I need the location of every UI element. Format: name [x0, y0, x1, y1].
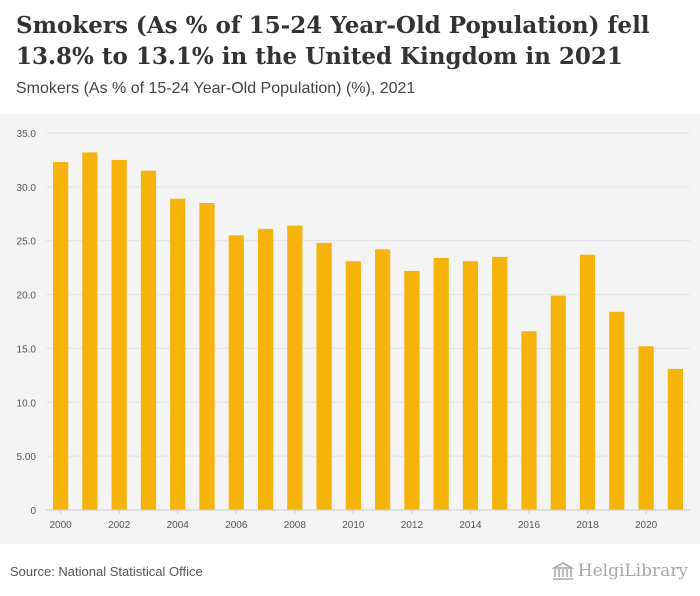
bar-2019 [609, 311, 625, 510]
x-tick-label: 2000 [50, 520, 73, 531]
x-tick-label: 2002 [108, 520, 131, 531]
x-tick-label: 2010 [342, 520, 365, 531]
logo-text: HelgiLibrary [577, 561, 688, 581]
y-tick-label: 30.0 [17, 183, 37, 194]
x-tick-label: 2018 [576, 520, 599, 531]
y-tick-label: 15.0 [17, 344, 37, 355]
x-tick-label: 2016 [518, 520, 541, 531]
bar-2020 [638, 346, 654, 510]
x-tick-label: 2004 [167, 520, 190, 531]
y-tick-label: 0 [30, 506, 36, 517]
bar-2014 [462, 261, 479, 510]
bar-2021 [667, 368, 683, 510]
bar-2004 [170, 198, 186, 510]
bar-2001 [82, 152, 98, 510]
bar-2009 [316, 242, 332, 510]
bar-2006 [228, 235, 244, 510]
x-tick-label: 2014 [459, 520, 482, 531]
bar-2002 [111, 159, 127, 510]
bar-2012 [404, 270, 420, 510]
bar-2008 [287, 225, 303, 510]
chart-subtitle: Smokers (As % of 15-24 Year-Old Populati… [16, 80, 416, 97]
y-tick-label: 5.00 [17, 452, 37, 463]
helgi-library-logo[interactable]: HelgiLibrary [551, 561, 688, 581]
y-tick-label: 25.0 [17, 237, 37, 248]
x-tick-label: 2008 [284, 520, 307, 531]
x-tick-label: 2020 [635, 520, 658, 531]
bar-2011 [375, 249, 391, 510]
y-tick-label: 35.0 [17, 129, 37, 140]
x-tick-label: 2012 [401, 520, 424, 531]
bar-chart: 0 5.00 10.0 15.0 20.0 25.0 30.0 35.0 2000 2002 200… [17, 129, 690, 531]
source-note: Source: National Statistical Office [10, 564, 203, 579]
y-tick-label: 20.0 [17, 291, 37, 302]
bar-2010 [345, 261, 361, 510]
x-tick-label: 2006 [225, 520, 248, 531]
bar-2013 [433, 257, 449, 510]
bar-2016 [521, 331, 537, 510]
bar-2005 [199, 203, 215, 510]
bar-2018 [579, 254, 596, 510]
bar-2017 [550, 295, 566, 510]
y-tick-label: 10.0 [17, 398, 37, 409]
bar-2003 [140, 170, 157, 510]
bar-2015 [492, 256, 508, 510]
bar-2000 [53, 162, 69, 510]
library-building-icon [551, 562, 574, 580]
chart-title: Smokers (As % of 15-24 Year-Old Populati… [16, 12, 650, 70]
chart-area: 0 5.00 10.0 15.0 20.0 25.0 30.0 35.0 2000 2002 200… [0, 114, 700, 544]
bar-2007 [257, 228, 274, 510]
